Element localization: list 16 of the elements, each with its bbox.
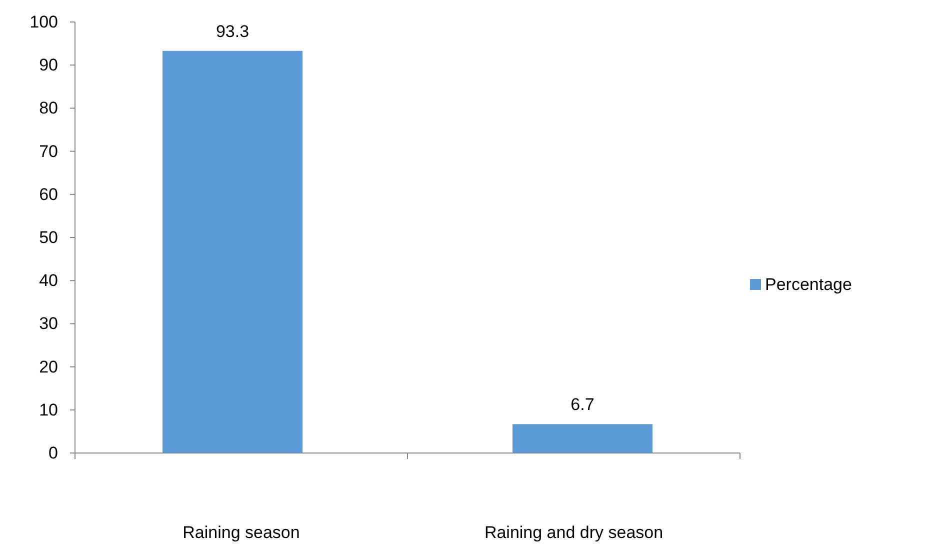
legend-label: Percentage bbox=[765, 275, 852, 294]
y-tick-label: 70 bbox=[39, 142, 58, 161]
y-tick-label: 90 bbox=[39, 56, 58, 75]
y-tick-label: 40 bbox=[39, 271, 58, 290]
x-tick-label: Raining season bbox=[182, 523, 300, 542]
y-tick-label: 0 bbox=[48, 443, 58, 462]
y-tick-label: 100 bbox=[30, 12, 58, 32]
data-label: 6.7 bbox=[570, 395, 594, 414]
y-tick-label: 80 bbox=[39, 98, 58, 118]
y-tick-label: 60 bbox=[39, 184, 58, 204]
y-tick-label: 50 bbox=[39, 228, 58, 247]
x-tick-label: Raining and dry season bbox=[484, 523, 664, 542]
y-tick-label: 20 bbox=[39, 357, 58, 376]
y-tick-label: 30 bbox=[39, 314, 58, 334]
data-label: 93.3 bbox=[216, 22, 250, 41]
y-tick-label: 10 bbox=[39, 400, 58, 420]
